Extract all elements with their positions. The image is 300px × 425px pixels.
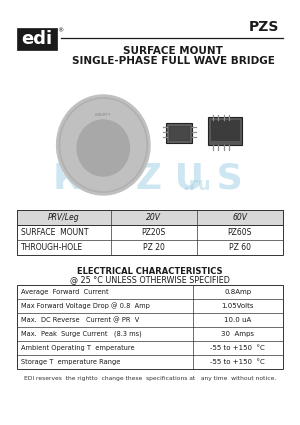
FancyBboxPatch shape [17, 210, 283, 255]
Text: Max Forward Voltage Drop @ 0.8  Amp: Max Forward Voltage Drop @ 0.8 Amp [21, 303, 150, 309]
Text: THROUGH-HOLE: THROUGH-HOLE [21, 243, 83, 252]
Text: LIBERTY: LIBERTY [95, 113, 112, 117]
FancyBboxPatch shape [208, 117, 242, 145]
Text: PZS: PZS [248, 20, 279, 34]
Text: Storage T  emperature Range: Storage T emperature Range [21, 359, 121, 365]
FancyBboxPatch shape [17, 285, 283, 369]
Text: -55 to +150  °C: -55 to +150 °C [210, 359, 265, 365]
Text: ELECTRICAL CHARACTERISTICS: ELECTRICAL CHARACTERISTICS [77, 267, 223, 276]
Text: 0.8Amp: 0.8Amp [224, 289, 251, 295]
Text: 60V: 60V [232, 213, 247, 222]
Text: edi: edi [21, 30, 52, 48]
FancyBboxPatch shape [211, 120, 239, 140]
Text: SURFACE MOUNT: SURFACE MOUNT [123, 46, 223, 56]
Text: 1.05Volts: 1.05Volts [222, 303, 254, 309]
Text: К А Z U S: К А Z U S [53, 161, 243, 195]
Text: PRV/Leg: PRV/Leg [48, 213, 80, 222]
Text: @ 25 °C UNLESS OTHERWISE SPECIFIED: @ 25 °C UNLESS OTHERWISE SPECIFIED [70, 275, 230, 284]
FancyBboxPatch shape [17, 28, 57, 50]
Circle shape [77, 120, 129, 176]
Circle shape [57, 95, 150, 195]
Text: -55 to +150  °C: -55 to +150 °C [210, 345, 265, 351]
Text: PZ 60: PZ 60 [229, 243, 251, 252]
Text: PZ20S: PZ20S [142, 228, 166, 237]
Text: .ru: .ru [182, 176, 211, 194]
Text: Max.  Peak  Surge Current   (8.3 ms): Max. Peak Surge Current (8.3 ms) [21, 331, 142, 337]
Text: PZ 20: PZ 20 [143, 243, 165, 252]
Text: SINGLE-PHASE FULL WAVE BRIDGE: SINGLE-PHASE FULL WAVE BRIDGE [72, 56, 275, 66]
Text: EDI reserves  the rightto  change these  specifications at   any time  without n: EDI reserves the rightto change these sp… [24, 376, 276, 381]
Text: PZ60S: PZ60S [227, 228, 252, 237]
Text: 20V: 20V [146, 213, 161, 222]
Text: Average  Forward  Current: Average Forward Current [21, 289, 109, 295]
FancyBboxPatch shape [17, 210, 283, 225]
Text: Max.  DC Reverse   Current @ PR  V: Max. DC Reverse Current @ PR V [21, 317, 139, 323]
Text: 30  Amps: 30 Amps [221, 331, 254, 337]
Text: ®: ® [58, 28, 64, 33]
Text: 10.0 uA: 10.0 uA [224, 317, 251, 323]
Text: Ambient Operating T  emperature: Ambient Operating T emperature [21, 345, 135, 351]
FancyBboxPatch shape [169, 126, 189, 140]
FancyBboxPatch shape [166, 123, 192, 143]
Text: SURFACE  MOUNT: SURFACE MOUNT [21, 228, 88, 237]
